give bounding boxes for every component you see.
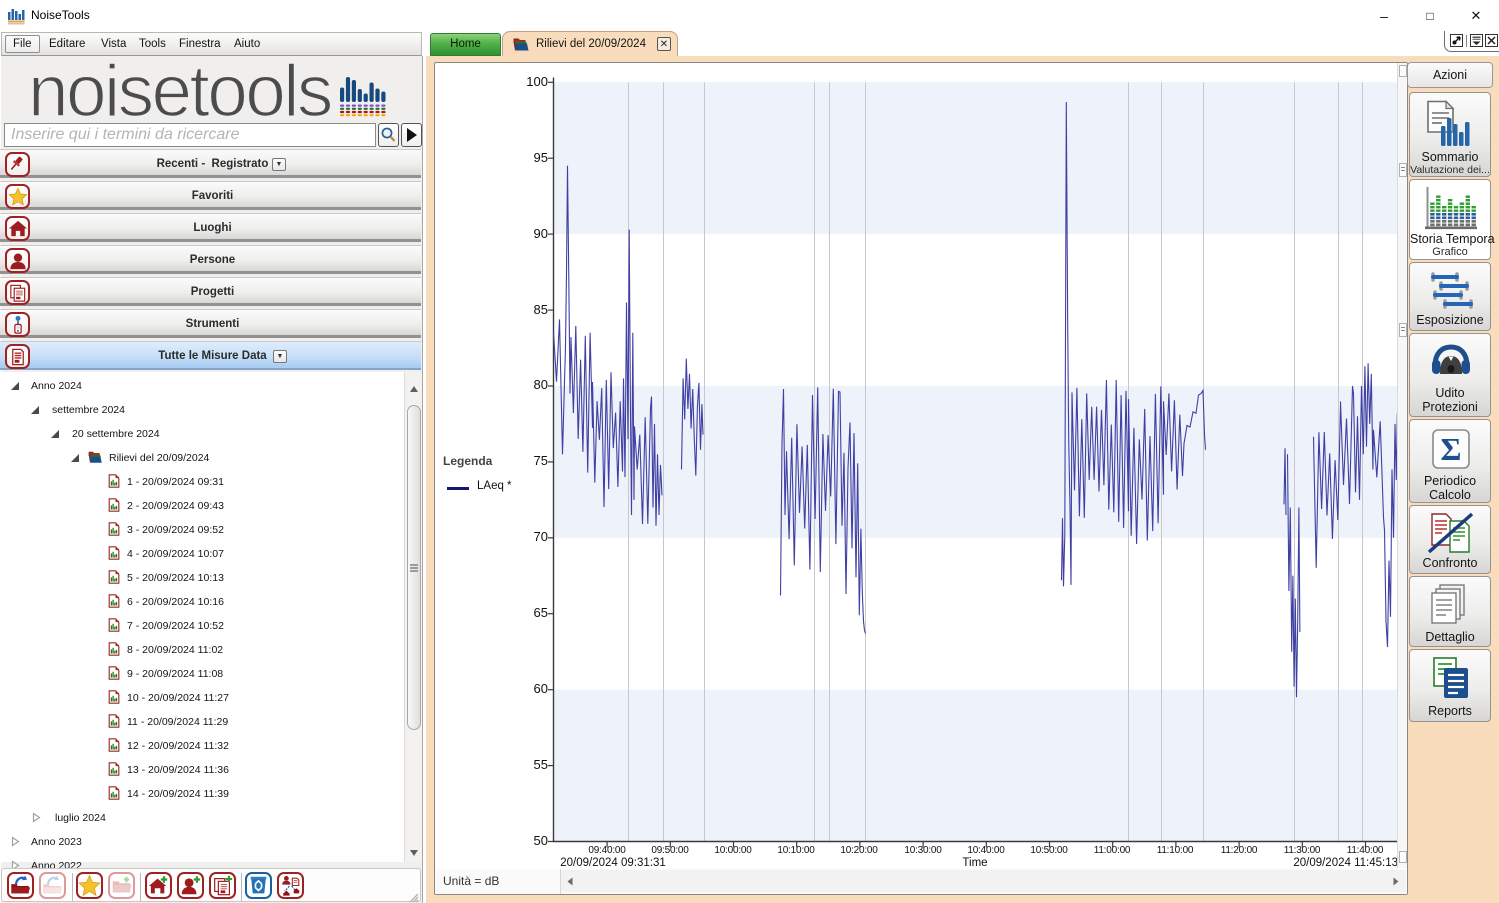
svg-text:Σ: Σ — [1441, 431, 1462, 467]
